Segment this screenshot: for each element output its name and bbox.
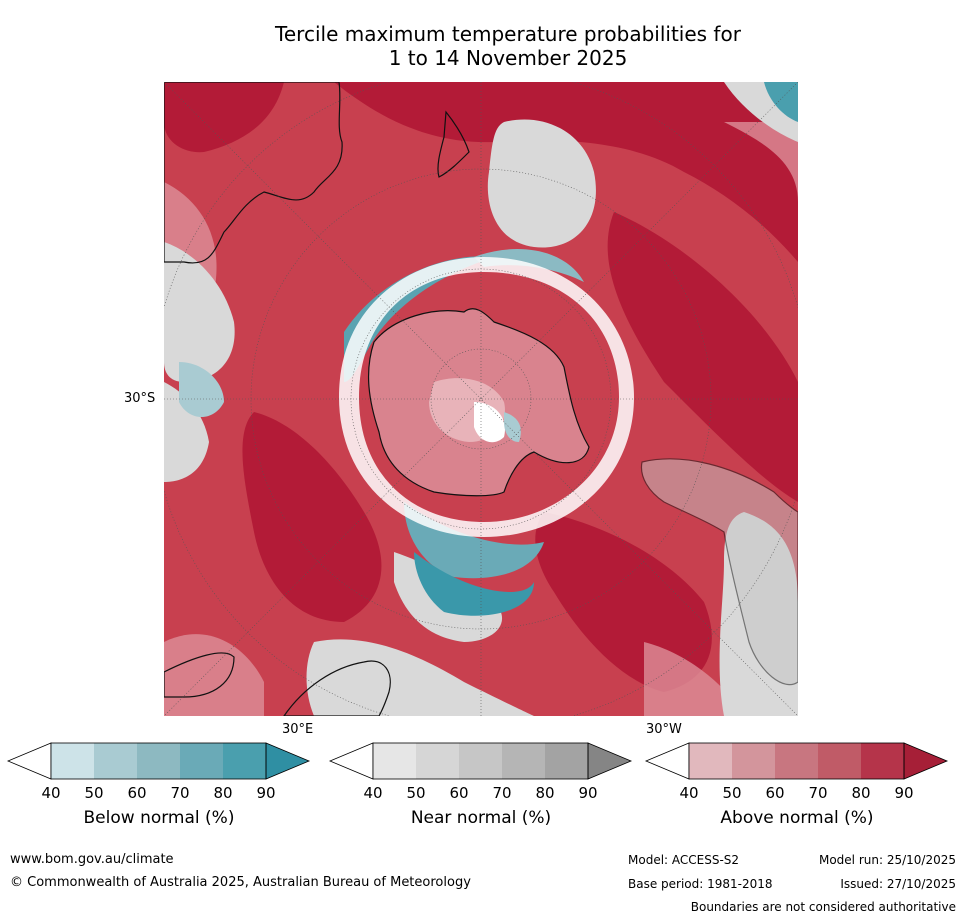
footer-base-period: Base period: 1981-2018 bbox=[628, 877, 773, 891]
chart-title: Tercile maximum temperature probabilitie… bbox=[0, 22, 965, 70]
polar-map bbox=[164, 82, 798, 716]
legend-tick-label: 70 bbox=[808, 784, 827, 802]
legend-tick-label: 90 bbox=[578, 784, 597, 802]
legend-below-normal: 40 50 60 70 80 90 bbox=[6, 742, 311, 811]
new-zealand-coast bbox=[437, 110, 470, 178]
legend-tick-label: 70 bbox=[492, 784, 511, 802]
legend-swatch bbox=[373, 743, 416, 779]
legend-tick-label: 60 bbox=[127, 784, 146, 802]
legend-below-normal-svg: 40 50 60 70 80 90 bbox=[6, 742, 311, 802]
legend-tick-label: 50 bbox=[406, 784, 425, 802]
legend-swatch bbox=[502, 743, 545, 779]
legend-tick-label: 60 bbox=[765, 784, 784, 802]
legend-high-arrow bbox=[903, 742, 949, 780]
legend-high-arrow bbox=[587, 742, 633, 780]
legend-swatch bbox=[416, 743, 459, 779]
legend-above-normal-title: Above normal (%) bbox=[720, 808, 874, 828]
legend-near-normal: 40 50 60 70 80 90 bbox=[328, 742, 633, 811]
legend-swatch bbox=[223, 743, 266, 779]
legend-below-normal-title: Below normal (%) bbox=[83, 808, 235, 828]
legend-tick-label: 50 bbox=[84, 784, 103, 802]
legend-outline bbox=[372, 742, 589, 780]
legend-low-arrow bbox=[6, 742, 52, 780]
legend-tick-label: 80 bbox=[535, 784, 554, 802]
footer-issued: Issued: 27/10/2025 bbox=[840, 877, 956, 891]
footer-model: Model: ACCESS-S2 bbox=[628, 853, 740, 867]
footer-disclaimer: Boundaries are not considered authoritat… bbox=[690, 900, 956, 914]
lon-label-30e: 30°E bbox=[282, 722, 314, 737]
footer-copyright: © Commonwealth of Australia 2025, Austra… bbox=[10, 875, 471, 890]
legend-tick-label: 40 bbox=[679, 784, 698, 802]
legend-tick-label: 70 bbox=[170, 784, 189, 802]
legend-above-normal: 40 50 60 70 80 90 bbox=[644, 742, 949, 811]
map-svg bbox=[164, 82, 798, 716]
legend-low-arrow bbox=[328, 742, 374, 780]
legend-swatch bbox=[180, 743, 223, 779]
lon-label-30w: 30°W bbox=[646, 722, 682, 737]
legend-tick-label: 90 bbox=[256, 784, 275, 802]
legend-swatch bbox=[818, 743, 861, 779]
legend-tick-label: 40 bbox=[41, 784, 60, 802]
legend-tick-label: 80 bbox=[213, 784, 232, 802]
legend-tick-label: 60 bbox=[449, 784, 468, 802]
legend-tick-label: 80 bbox=[851, 784, 870, 802]
lat-label-30s: 30°S bbox=[124, 391, 156, 406]
africa-coast bbox=[283, 660, 391, 716]
legend-swatch bbox=[94, 743, 137, 779]
south-america-coast bbox=[640, 458, 798, 686]
near-normal-regions bbox=[164, 82, 798, 716]
madagascar-coast bbox=[164, 652, 235, 698]
legend-near-normal-title: Near normal (%) bbox=[410, 808, 552, 828]
graticule bbox=[164, 82, 798, 716]
legend-outline bbox=[688, 742, 905, 780]
legend-swatch bbox=[861, 743, 904, 779]
australia-coast bbox=[164, 82, 343, 264]
legend-swatch bbox=[137, 743, 180, 779]
legend-swatch bbox=[689, 743, 732, 779]
footer-website[interactable]: www.bom.gov.au/climate bbox=[10, 852, 174, 867]
legend-low-arrow bbox=[644, 742, 690, 780]
legend-near-normal-svg: 40 50 60 70 80 90 bbox=[328, 742, 633, 802]
legend-high-arrow bbox=[265, 742, 311, 780]
legend-outline bbox=[50, 742, 267, 780]
title-line-1: Tercile maximum temperature probabilitie… bbox=[275, 22, 741, 46]
legend-swatch bbox=[732, 743, 775, 779]
legend-swatch bbox=[545, 743, 588, 779]
legend-swatch bbox=[459, 743, 502, 779]
legend-swatch bbox=[775, 743, 818, 779]
antarctica bbox=[367, 308, 590, 497]
hot-regions bbox=[164, 82, 798, 692]
title-line-2: 1 to 14 November 2025 bbox=[388, 46, 628, 70]
legend-above-normal-svg: 40 50 60 70 80 90 bbox=[644, 742, 949, 802]
legend-swatch bbox=[51, 743, 94, 779]
legend-tick-label: 90 bbox=[894, 784, 913, 802]
legend-tick-label: 40 bbox=[363, 784, 382, 802]
legend-tick-label: 50 bbox=[722, 784, 741, 802]
footer-model-run: Model run: 25/10/2025 bbox=[818, 853, 956, 867]
